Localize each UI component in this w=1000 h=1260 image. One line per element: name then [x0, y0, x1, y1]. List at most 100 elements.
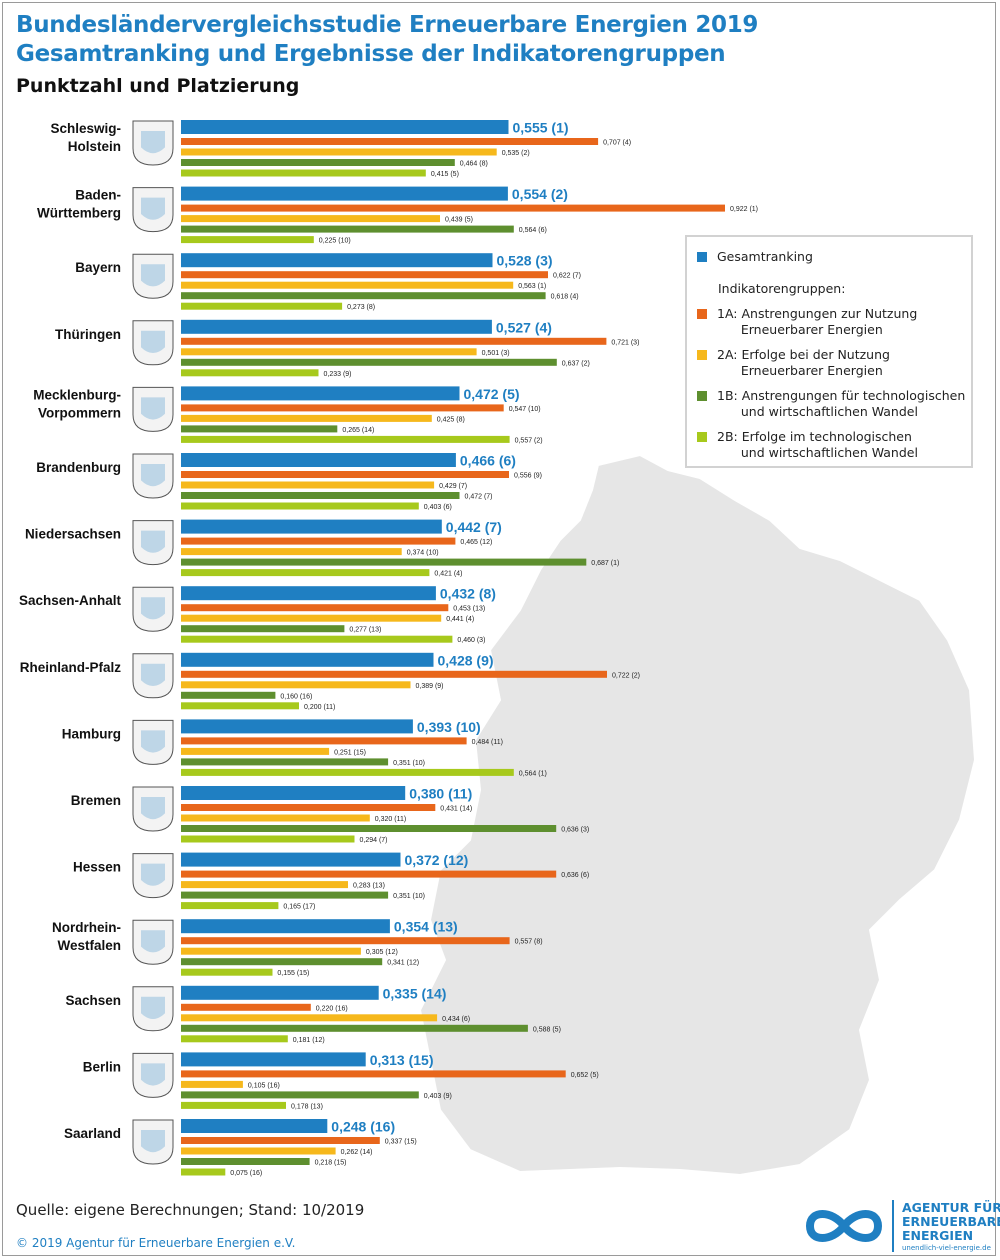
bar-gesamt	[181, 1052, 366, 1067]
state-group: Bremen 0,380 (11) 0,431 (14) 0,320 (11) 0,63…	[71, 786, 590, 845]
thueringen-coat-of-arms-icon	[132, 320, 174, 366]
bar-value-label-g2b: 0,165 (17)	[283, 904, 315, 911]
bar-g1b	[181, 691, 276, 699]
bar-value-label-g1a: 0,547 (10)	[509, 406, 541, 413]
bar-value-label-g2b: 0,233 (9)	[324, 371, 352, 378]
bar-value-label-g2a: 0,441 (4)	[446, 616, 474, 623]
bar-value-label-g2b: 0,181 (12)	[293, 1037, 325, 1044]
bar-g1b	[181, 1158, 310, 1165]
state-name-label: Vorpommern	[38, 405, 121, 420]
legend-code-2b: 2B:	[717, 429, 738, 444]
coat-emblem	[141, 730, 165, 753]
bar-g1b	[181, 292, 546, 300]
legend-code-2a: 2A:	[717, 347, 738, 362]
bar-value-label-gesamt: 0,248 (16)	[331, 1119, 395, 1135]
legend-label-1b-line1: Anstrengungen für technologischen	[741, 388, 966, 403]
bar-gesamt	[181, 985, 379, 1000]
bar-g2a	[181, 481, 435, 489]
bar-gesamt	[181, 186, 508, 201]
bar-value-label-g1a: 0,922 (1)	[730, 206, 758, 213]
bar-value-label-gesamt: 0,554 (2)	[512, 186, 568, 202]
bar-value-label-gesamt: 0,432 (8)	[440, 586, 496, 602]
bayern-coat-of-arms-icon	[132, 253, 174, 299]
bar-g2a	[181, 1080, 243, 1088]
bar-g2a	[181, 681, 411, 689]
aee-logo	[805, 1200, 894, 1252]
coat-emblem	[141, 930, 165, 953]
bar-g1b	[181, 358, 557, 366]
bar-value-label-g1a: 0,453 (13)	[453, 606, 485, 613]
bar-g2b	[181, 1168, 226, 1176]
coat-emblem	[141, 397, 165, 420]
state-name-label: Sachsen	[65, 993, 121, 1008]
bar-g2b	[181, 635, 453, 643]
bar-g1a	[181, 804, 436, 811]
bar-g1a	[181, 271, 548, 279]
bar-value-label-g1b: 0,588 (5)	[533, 1026, 561, 1033]
state-name-label: Saarland	[64, 1126, 121, 1141]
coat-emblem	[141, 131, 165, 154]
legend-swatch-1a	[697, 309, 707, 319]
chart-title-line2: Gesamtranking und Ergebnisse der Indikat…	[16, 41, 726, 67]
bar-value-label-g2a: 0,283 (13)	[353, 883, 385, 890]
state-name-label: Bremen	[71, 793, 121, 808]
mecklenburg-vorpommern-coat-of-arms-icon	[132, 386, 174, 432]
bar-value-label-g2a: 0,251 (15)	[334, 749, 366, 756]
bar-value-label-gesamt: 0,372 (12)	[405, 852, 469, 868]
state-name-label: Nordrhein-	[52, 920, 121, 935]
bar-g1b	[181, 758, 389, 766]
legend: Gesamtranking Indikatorengruppen: 1A: An…	[685, 235, 973, 468]
bar-value-label-g2b: 0,225 (10)	[319, 238, 351, 245]
logo-divider	[892, 1200, 894, 1252]
bar-gesamt	[181, 120, 509, 134]
bar-g2a	[181, 614, 442, 622]
bar-value-label-g1a: 0,431 (14)	[440, 806, 472, 813]
coat-emblem	[141, 264, 165, 287]
logo-line2: ERNEUERBARE	[902, 1214, 1000, 1229]
hessen-coat-of-arms-icon	[132, 853, 174, 899]
bar-g2a	[181, 281, 514, 289]
bar-g2a	[181, 148, 497, 156]
sachsen-anhalt-coat-of-arms-icon	[132, 586, 174, 632]
legend-label-1b-line2: und wirtschaftlichen Wandel	[740, 404, 918, 419]
state-group: Baden- Württemberg 0,554 (2) 0,922 (1) 0,439…	[37, 186, 758, 245]
state-group: Bayern 0,528 (3)0,622 (7) 0,563 (1) 0,618 (…	[75, 253, 581, 312]
bar-value-label-g1a: 0,622 (7)	[553, 273, 581, 280]
bar-value-label-gesamt: 0,466 (6)	[460, 453, 516, 469]
bar-value-label-g2a: 0,429 (7)	[439, 483, 467, 490]
bar-g1b	[181, 1024, 528, 1032]
bar-gesamt	[181, 1119, 328, 1133]
logo-wordmark: AGENTUR FÜR ERNEUERBARE ENERGIEN	[902, 1201, 1000, 1243]
bar-value-label-g1b: 0,160 (16)	[280, 693, 312, 700]
bar-value-label-gesamt: 0,380 (11)	[409, 786, 472, 802]
bar-value-label-g1b: 0,403 (9)	[424, 1093, 452, 1100]
state-name-label: Westfalen	[57, 938, 121, 953]
legend-item-1a: 1A: Anstrengungen zur Nutzung Erneuerbar…	[697, 306, 917, 338]
rheinland-pfalz-coat-of-arms-icon	[132, 653, 174, 699]
state-group: Schleswig- Holstein 0,555 (1) 0,707 (4) 0,53…	[50, 120, 631, 179]
bar-g2b	[181, 369, 319, 377]
legend-label-1a-line1: Anstrengungen zur Nutzung	[741, 306, 918, 321]
bar-gesamt	[181, 386, 460, 401]
legend-heading: Indikatorengruppen:	[718, 281, 846, 296]
legend-item-2b: 2B: Erfolge im technologischen und wirts…	[697, 429, 918, 461]
bar-g2a	[181, 814, 370, 822]
state-name-label: Holstein	[68, 139, 121, 154]
legend-swatch-gesamt	[697, 252, 707, 262]
state-group: Thüringen 0,527 (4) 0,721 (3) 0,501 (3) 0,63…	[55, 319, 639, 378]
bar-g2a	[181, 947, 361, 955]
bar-g2a	[181, 548, 402, 556]
state-group: Berlin 0,313 (15) 0,652 (5) 0,105 (16) 0,403…	[83, 1052, 599, 1111]
bar-gesamt	[181, 652, 434, 667]
bar-value-label-g1a: 0,556 (9)	[514, 473, 542, 480]
coat-emblem	[141, 663, 165, 686]
bar-g2a	[181, 881, 348, 889]
bar-g1a	[181, 670, 607, 678]
infinity-logo-icon	[805, 1210, 883, 1242]
state-name-label: Württemberg	[37, 206, 121, 221]
bar-g1a	[181, 870, 557, 878]
bar-value-label-g2a: 0,374 (10)	[407, 550, 439, 557]
bar-g2a	[181, 747, 330, 755]
berlin-coat-of-arms-icon	[132, 1052, 174, 1098]
